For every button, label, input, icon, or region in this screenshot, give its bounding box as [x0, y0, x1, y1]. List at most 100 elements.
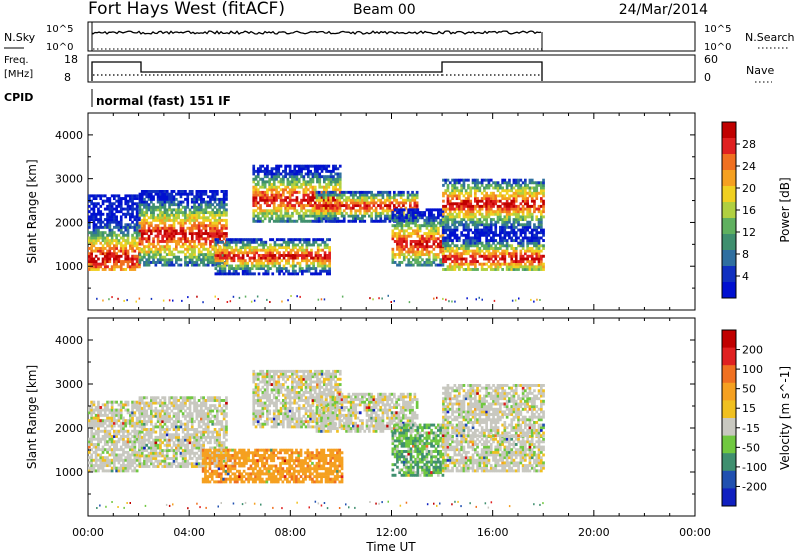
power-cell — [284, 196, 287, 200]
power-cell — [512, 265, 516, 269]
power-cell — [319, 248, 322, 252]
power-cell — [453, 215, 457, 219]
velocity-cell — [117, 416, 121, 420]
power-cell — [135, 244, 139, 248]
power-cell — [108, 239, 112, 243]
power-cell — [377, 204, 380, 208]
power-cell — [313, 185, 317, 189]
power-cell — [448, 268, 452, 271]
velocity-cell — [126, 400, 130, 404]
power-cell — [108, 204, 112, 208]
power-cell — [241, 264, 245, 268]
power-cell — [156, 253, 160, 257]
power-cell — [147, 205, 151, 209]
power-cell — [323, 164, 326, 168]
power-cell — [533, 181, 536, 185]
velocity-cell — [124, 429, 128, 433]
power-cell — [521, 241, 525, 245]
velocity-cell — [131, 458, 134, 462]
power-cell — [293, 219, 297, 223]
power-cell — [266, 261, 270, 265]
power-cell — [284, 209, 287, 213]
power-cell — [213, 213, 217, 217]
power-cell — [138, 192, 142, 196]
power-cell — [103, 262, 107, 266]
power-cell — [437, 255, 440, 259]
power-cell — [313, 164, 317, 168]
velocity-cell — [110, 424, 114, 428]
power-cell — [161, 245, 164, 249]
power-cell — [124, 194, 128, 198]
power-cell — [530, 233, 534, 237]
power-cell — [400, 211, 404, 215]
power-cell — [372, 193, 376, 197]
power-cell — [197, 216, 201, 220]
power-cell — [451, 212, 454, 216]
power-cell — [275, 198, 278, 202]
power-cell — [476, 178, 479, 182]
power-cell — [186, 255, 190, 259]
power-cell — [409, 247, 413, 251]
power-cell — [119, 231, 123, 235]
station-title: Fort Hays West (fitACF) — [88, 0, 285, 19]
power-cell — [94, 236, 98, 240]
power-cell — [161, 218, 164, 222]
power-cell — [291, 185, 294, 189]
power-cell — [108, 247, 112, 250]
power-cell — [272, 198, 276, 202]
power-cell — [131, 244, 134, 248]
power-cell — [138, 195, 142, 199]
power-cell — [446, 202, 450, 206]
power-cell — [184, 240, 187, 243]
velocity-cell — [92, 437, 96, 441]
power-cell — [349, 193, 353, 197]
power-cell — [517, 212, 520, 216]
power-cell — [510, 202, 514, 206]
power-cell — [358, 204, 362, 208]
power-cell — [220, 205, 224, 209]
power-cell — [478, 233, 482, 237]
power-cell — [154, 192, 158, 196]
power-cell — [131, 210, 134, 214]
power-cell — [161, 200, 164, 204]
power-cell — [467, 194, 470, 198]
power-cell — [483, 186, 486, 190]
power-cell — [103, 199, 107, 203]
power-cell — [184, 261, 187, 264]
power-cell — [398, 232, 401, 236]
power-cell — [409, 261, 413, 264]
power-cell — [496, 186, 500, 190]
velocity-cell — [135, 400, 139, 404]
power-cell — [133, 225, 137, 229]
power-cell — [296, 248, 300, 252]
power-cell — [540, 254, 543, 258]
power-cell — [291, 175, 294, 179]
power-cell — [140, 255, 144, 259]
power-cell — [156, 224, 160, 228]
power-cell — [329, 201, 333, 205]
power-cell — [211, 203, 215, 207]
power-cell — [455, 257, 459, 261]
power-cell — [331, 211, 335, 215]
power-cell — [288, 214, 292, 218]
power-cell — [133, 223, 137, 227]
power-cell — [94, 228, 98, 232]
power-cell — [451, 231, 454, 235]
power-cell — [439, 213, 442, 217]
power-cell — [172, 240, 176, 243]
power-cell — [427, 253, 431, 257]
power-cell — [170, 229, 174, 233]
power-cell — [405, 216, 408, 220]
power-cell — [275, 169, 278, 173]
power-cell — [393, 213, 397, 217]
power-cell — [517, 210, 520, 214]
power-cell — [88, 199, 91, 203]
power-cell — [237, 259, 240, 263]
power-cell — [326, 238, 329, 242]
power-cell — [430, 221, 433, 225]
power-cell — [307, 214, 310, 218]
power-cell — [269, 243, 272, 247]
power-cell — [131, 257, 134, 261]
power-cell — [340, 211, 344, 215]
